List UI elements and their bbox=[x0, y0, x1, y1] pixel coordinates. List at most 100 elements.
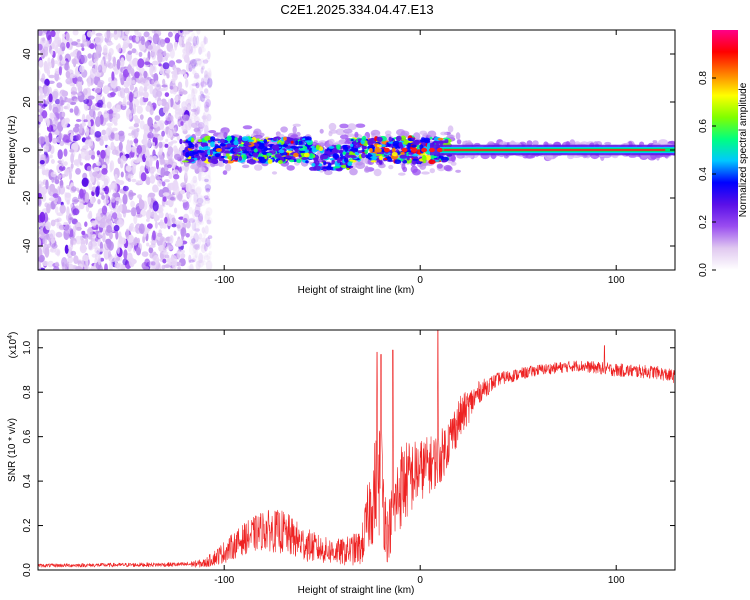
heatmap-core-cell bbox=[408, 152, 414, 155]
snr-frame bbox=[37, 329, 676, 571]
heatmap-noise-cell bbox=[45, 179, 49, 190]
snr-x-tick-label: 0 bbox=[417, 575, 423, 586]
heatmap-halo-cell bbox=[354, 131, 359, 138]
heatmap-core-cell bbox=[241, 147, 246, 151]
heatmap-halo-cell bbox=[208, 130, 217, 134]
heatmap-halo-cell bbox=[401, 163, 406, 170]
heatmap-core-cell bbox=[233, 147, 241, 153]
heatmap-noise-cell bbox=[205, 53, 210, 57]
heatmap-noise-cell bbox=[204, 124, 209, 135]
heatmap-noise-cell bbox=[169, 88, 174, 94]
heatmap-halo-cell bbox=[355, 162, 366, 169]
heatmap-noise-cell bbox=[170, 255, 178, 266]
heatmap-noise-cell bbox=[201, 227, 205, 234]
heatmap-noise-cell bbox=[64, 168, 70, 174]
heatmap-core-cell bbox=[361, 146, 368, 150]
heatmap-core-cell bbox=[447, 138, 452, 143]
heatmap-noise-cell bbox=[202, 94, 207, 99]
heatmap-noise-cell bbox=[123, 87, 130, 94]
heatmap-noise-cell bbox=[131, 48, 137, 54]
heatmap-noise-cell bbox=[185, 192, 192, 198]
heatmap-noise-cell bbox=[85, 236, 89, 246]
heatmap-noise-cell bbox=[124, 30, 130, 35]
heatmap-noise-cell bbox=[152, 60, 159, 66]
heatmap-noise-cell bbox=[197, 259, 204, 268]
heatmap-noise-cell bbox=[203, 37, 209, 45]
heatmap-noise-cell bbox=[168, 173, 173, 179]
heatmap-noise-cell bbox=[136, 105, 143, 114]
heatmap-core-cell bbox=[189, 158, 195, 162]
heatmap-noise-cell bbox=[116, 262, 123, 270]
heatmap-halo-cell bbox=[363, 167, 370, 173]
heatmap-noise-cell bbox=[65, 32, 70, 42]
heatmap-noise-cell bbox=[70, 152, 74, 164]
heatmap-noise-cell bbox=[183, 217, 188, 224]
heatmap-core-cell bbox=[332, 153, 339, 159]
heatmap-noise-cell bbox=[108, 77, 113, 83]
heatmap-noise-cell bbox=[143, 70, 148, 79]
heatmap-noise-cell bbox=[192, 70, 197, 75]
heatmap-noise-cell bbox=[186, 56, 190, 64]
heatmap-noise-cell bbox=[81, 113, 86, 125]
heatmap-noise-cell bbox=[87, 120, 92, 128]
heatmap-core-cell bbox=[369, 148, 373, 153]
heatmap-noise-cell bbox=[165, 138, 169, 143]
heatmap-noise-cell bbox=[164, 159, 169, 163]
heatmap-noise-cell bbox=[206, 193, 211, 204]
heatmap-core-cell bbox=[396, 151, 401, 155]
heatmap-noise-cell bbox=[127, 64, 132, 74]
heatmap-halo-cell bbox=[195, 131, 202, 137]
heatmap-noise-cell bbox=[188, 259, 195, 263]
heatmap-core-cell bbox=[376, 136, 383, 142]
heatmap-halo-cell bbox=[355, 123, 366, 128]
heatmap-noise-cell bbox=[57, 160, 63, 164]
heatmap-core-cell bbox=[228, 155, 232, 161]
heatmap-noise-cell bbox=[38, 136, 45, 145]
heatmap-core-cell bbox=[296, 158, 302, 163]
heatmap-core-cell bbox=[353, 145, 360, 149]
heatmap-core-cell bbox=[379, 155, 383, 161]
heatmap-noise-cell bbox=[196, 100, 201, 112]
heatmap-noise-cell bbox=[99, 241, 103, 251]
heatmap-noise-cell bbox=[164, 120, 169, 126]
heatmap-noise-cell bbox=[61, 90, 69, 97]
heatmap-core-cell bbox=[199, 147, 208, 151]
heatmap-noise-cell bbox=[59, 204, 66, 214]
heatmap-noise-cell bbox=[204, 225, 209, 235]
heatmap-noise-cell bbox=[42, 40, 50, 47]
heatmap-noise-cell bbox=[204, 200, 211, 205]
heatmap-halo-cell bbox=[419, 130, 428, 135]
heatmap-core-cell bbox=[210, 136, 216, 142]
heatmap-noise-cell bbox=[109, 160, 115, 171]
heatmap-noise-cell bbox=[73, 255, 79, 264]
heatmap-noise-cell bbox=[117, 206, 121, 217]
heatmap-noise-cell bbox=[133, 138, 139, 144]
heatmap-halo-cell bbox=[436, 163, 443, 169]
heatmap-noise-cell bbox=[192, 37, 199, 41]
heatmap-core-cell bbox=[394, 159, 402, 164]
heatmap-noise-cell bbox=[57, 47, 62, 54]
heatmap-halo-cell bbox=[254, 164, 263, 171]
heatmap-noise-cell bbox=[161, 181, 166, 187]
heatmap-noise-cell bbox=[163, 50, 167, 57]
heatmap-noise-cell bbox=[94, 61, 99, 72]
heatmap-halo-cell bbox=[398, 172, 406, 176]
heatmap-noise-cell bbox=[38, 233, 42, 237]
heatmap-core-cell bbox=[215, 148, 222, 152]
heatmap-noise-cell bbox=[201, 242, 207, 249]
heatmap-noise-cell bbox=[81, 137, 86, 143]
heatmap-noise-cell bbox=[187, 93, 193, 104]
heatmap-noise-cell bbox=[154, 221, 158, 229]
heatmap-noise-cell bbox=[76, 92, 82, 96]
heatmap-core-cell bbox=[407, 142, 411, 149]
heatmap-noise-cell bbox=[94, 252, 101, 261]
heatmap-noise-cell bbox=[189, 97, 197, 102]
heatmap-core-cell bbox=[309, 166, 317, 171]
heatmap-noise-cell bbox=[69, 217, 74, 221]
heatmap-core-cell bbox=[437, 137, 444, 141]
heatmap-noise-cell bbox=[204, 213, 210, 222]
heatmap-core-cell bbox=[252, 152, 259, 157]
heatmap-noise-cell bbox=[84, 221, 88, 227]
heatmap-noise-cell bbox=[84, 264, 88, 270]
heatmap-noise-cell bbox=[111, 196, 116, 203]
